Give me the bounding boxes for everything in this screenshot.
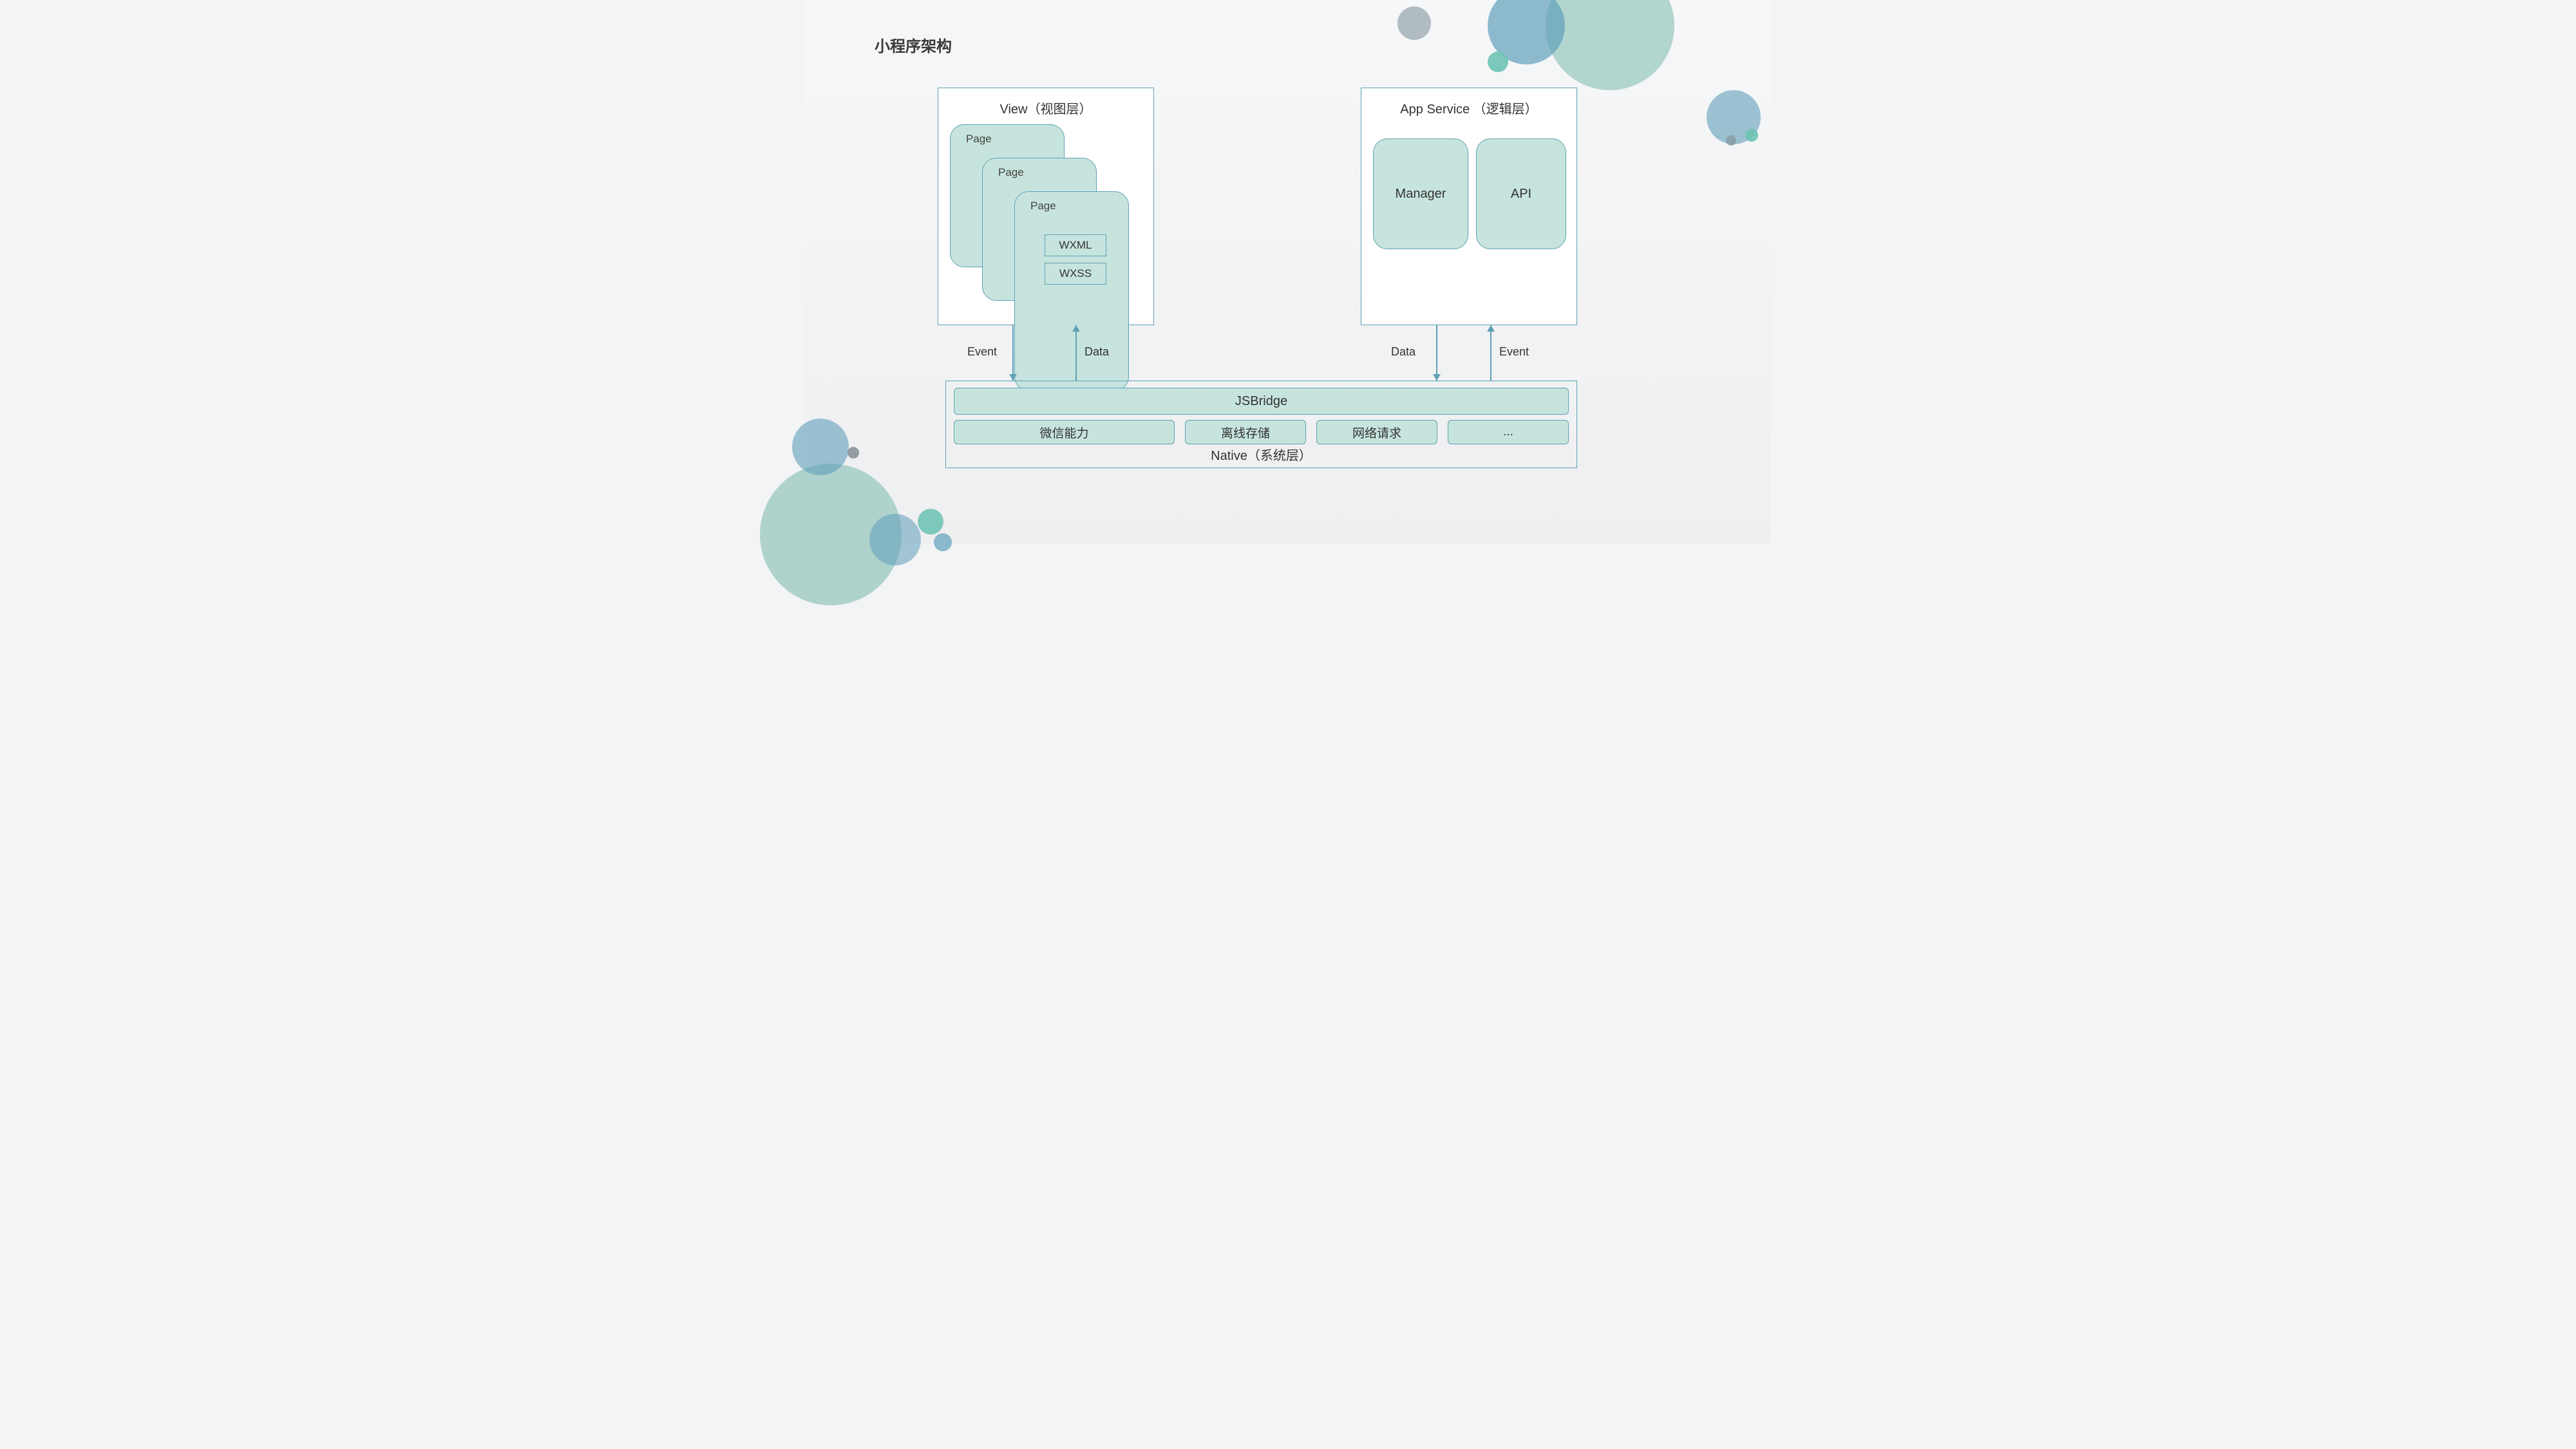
native-item: 离线存储 [1185,420,1306,444]
native-item: ... [1448,420,1569,444]
page-card: Page WXML WXSS [1014,191,1129,391]
api-box: API [1476,138,1566,249]
arrow-line [1490,325,1492,381]
view-layer-title: View（视图层） [938,99,1153,117]
wxss-chip: WXSS [1045,263,1106,285]
wxml-chip: WXML [1045,234,1106,256]
native-item: 微信能力 [954,420,1175,444]
arrow-head-icon [1433,374,1441,381]
native-layer-box: JSBridge 微信能力离线存储网络请求... Native（系统层） [945,381,1577,468]
arrow-head-icon [1072,325,1080,332]
arrow-label: Event [1499,345,1529,359]
arrow-line [1436,325,1437,381]
native-layer-title: Native（系统层） [946,445,1577,464]
native-item: 网络请求 [1316,420,1437,444]
arrow-head-icon [1487,325,1495,332]
arrow-label: Event [967,345,997,359]
slide: 小程序架构 View（视图层） PagePagePageWXMLWXSS App… [805,0,1771,544]
service-layer-title: App Service （逻辑层） [1361,99,1577,117]
arrow-label: Data [1391,345,1416,359]
arrow-label: Data [1084,345,1109,359]
page-label: Page [1030,200,1056,213]
page-label: Page [966,133,992,146]
arrow-line [1075,325,1077,381]
manager-box: Manager [1373,138,1468,249]
service-layer-box: App Service （逻辑层） Manager API [1361,88,1577,325]
page-label: Page [998,166,1024,179]
architecture-diagram: View（视图层） Page Page Page WXML WXSS App Servi… [805,0,1771,544]
view-layer-box: View（视图层） Page Page Page WXML WXSS [938,88,1154,325]
native-capabilities-row: 微信能力离线存储网络请求... [954,420,1569,444]
arrow-head-icon [1009,374,1017,381]
jsbridge-box: JSBridge [954,388,1569,415]
arrow-line [1012,325,1014,381]
